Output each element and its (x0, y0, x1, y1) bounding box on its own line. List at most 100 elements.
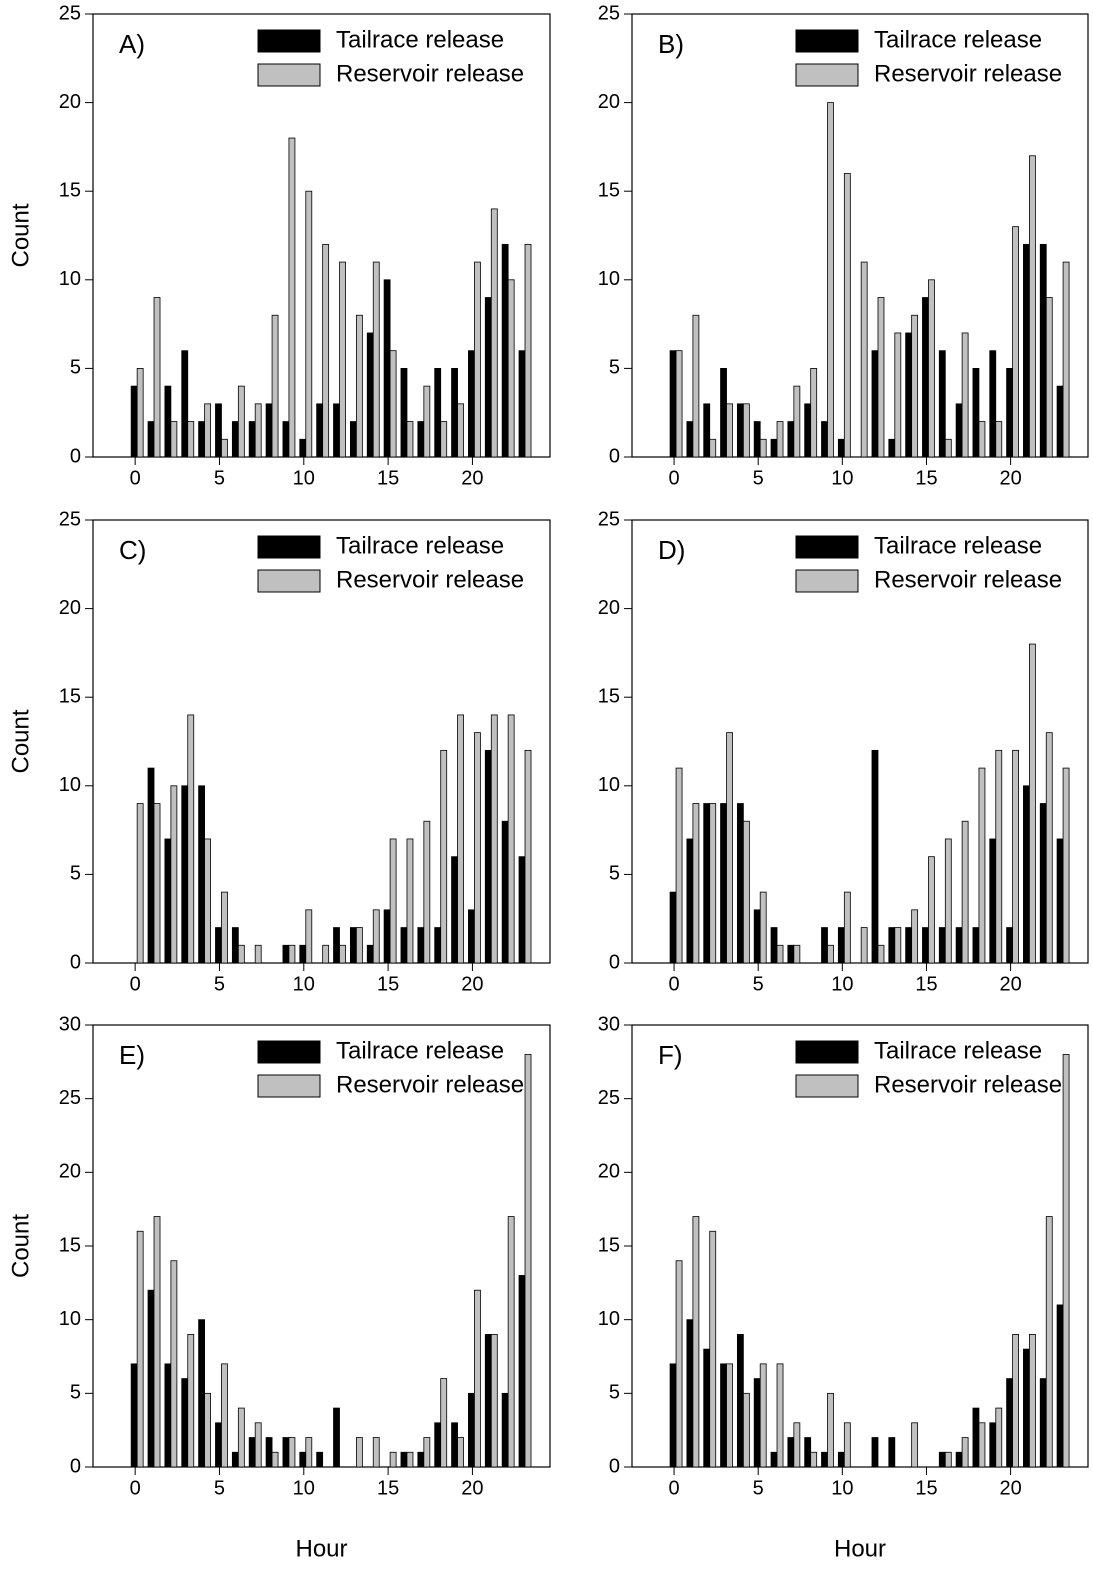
bar (248, 421, 256, 458)
bar (221, 891, 228, 964)
bar (793, 944, 801, 964)
y-tick-label: 10 (598, 268, 620, 290)
bar (703, 403, 711, 458)
bar (944, 1451, 952, 1468)
y-tick-label: 5 (70, 357, 81, 379)
x-tick-label: 20 (461, 973, 483, 995)
legend-label: Reservoir release (874, 60, 1062, 87)
legend-swatch (795, 569, 859, 593)
x-tick-label: 0 (669, 973, 680, 995)
bar (995, 749, 1003, 964)
bar (837, 927, 845, 964)
bar (888, 438, 896, 458)
bar (400, 367, 408, 458)
bar (776, 944, 784, 964)
plot-frame (92, 519, 551, 964)
y-tick-label: 15 (598, 179, 620, 201)
bar (989, 1422, 997, 1468)
bar (686, 1319, 694, 1468)
bar (821, 421, 828, 458)
legend-label: Tailrace release (336, 1037, 504, 1064)
legend-label: Reservoir release (336, 1071, 524, 1098)
bar (451, 367, 458, 458)
bar (759, 438, 767, 458)
bar (457, 1437, 464, 1468)
bar (911, 909, 919, 964)
bar (181, 785, 189, 964)
bar (457, 714, 464, 964)
bar (366, 944, 374, 964)
bar (333, 927, 340, 964)
bar (776, 421, 784, 458)
bar (860, 927, 868, 964)
bar (282, 944, 290, 964)
bar (423, 385, 431, 458)
panel-label: F) (658, 1040, 683, 1070)
bar (501, 820, 509, 964)
bar (1023, 1348, 1030, 1468)
y-tick-label: 25 (59, 2, 81, 24)
y-tick-label: 30 (598, 1013, 620, 1035)
x-tick-label: 0 (669, 467, 680, 489)
legend-swatch (795, 29, 859, 53)
bar (972, 927, 980, 964)
bar (468, 350, 475, 458)
y-tick-label: 20 (59, 91, 81, 113)
bar (972, 1407, 980, 1468)
bar (989, 838, 997, 964)
bar (1029, 643, 1036, 964)
bar (894, 332, 902, 458)
bar (524, 243, 532, 458)
bar (372, 1437, 380, 1468)
bar (187, 421, 195, 458)
bar (871, 1437, 879, 1468)
bar (164, 385, 172, 458)
y-tick-label: 0 (609, 445, 620, 467)
bar (726, 1363, 733, 1468)
bar (248, 1437, 256, 1468)
bar (271, 314, 279, 458)
bar (888, 1437, 896, 1468)
bar (231, 927, 239, 964)
bar (911, 314, 919, 458)
x-tick-label: 15 (377, 1477, 399, 1499)
y-tick-label: 25 (598, 1087, 620, 1109)
bar (742, 820, 750, 964)
bar (490, 1334, 498, 1468)
bar (501, 243, 509, 458)
bar (911, 1422, 919, 1468)
bar (417, 421, 425, 458)
bar (770, 1451, 778, 1468)
bar (204, 1392, 212, 1468)
x-tick-label: 5 (214, 973, 225, 995)
bar (451, 1422, 458, 1468)
bar (288, 137, 296, 458)
x-tick-label: 10 (293, 973, 315, 995)
bar (703, 1348, 711, 1468)
bar (804, 403, 812, 458)
x-tick-label: 15 (377, 467, 399, 489)
y-axis-label: Count (7, 1214, 34, 1278)
legend-swatch (257, 1040, 321, 1064)
bar (181, 350, 189, 458)
bar (860, 261, 868, 458)
x-tick-label: 15 (915, 973, 937, 995)
bar (457, 403, 464, 458)
legend-label: Reservoir release (336, 566, 524, 593)
bar (995, 1407, 1003, 1468)
bar (389, 1451, 397, 1468)
bar (349, 927, 357, 964)
bar (938, 927, 946, 964)
bar (810, 1451, 818, 1468)
bar (316, 1451, 324, 1468)
bar (147, 1289, 155, 1468)
legend-swatch (257, 29, 321, 53)
bar (136, 1230, 144, 1468)
bar (383, 279, 391, 458)
y-tick-label: 25 (59, 508, 81, 530)
bar (961, 820, 969, 964)
bar (406, 1451, 414, 1468)
y-tick-label: 15 (598, 1234, 620, 1256)
legend-swatch (257, 63, 321, 87)
bar (742, 1392, 750, 1468)
